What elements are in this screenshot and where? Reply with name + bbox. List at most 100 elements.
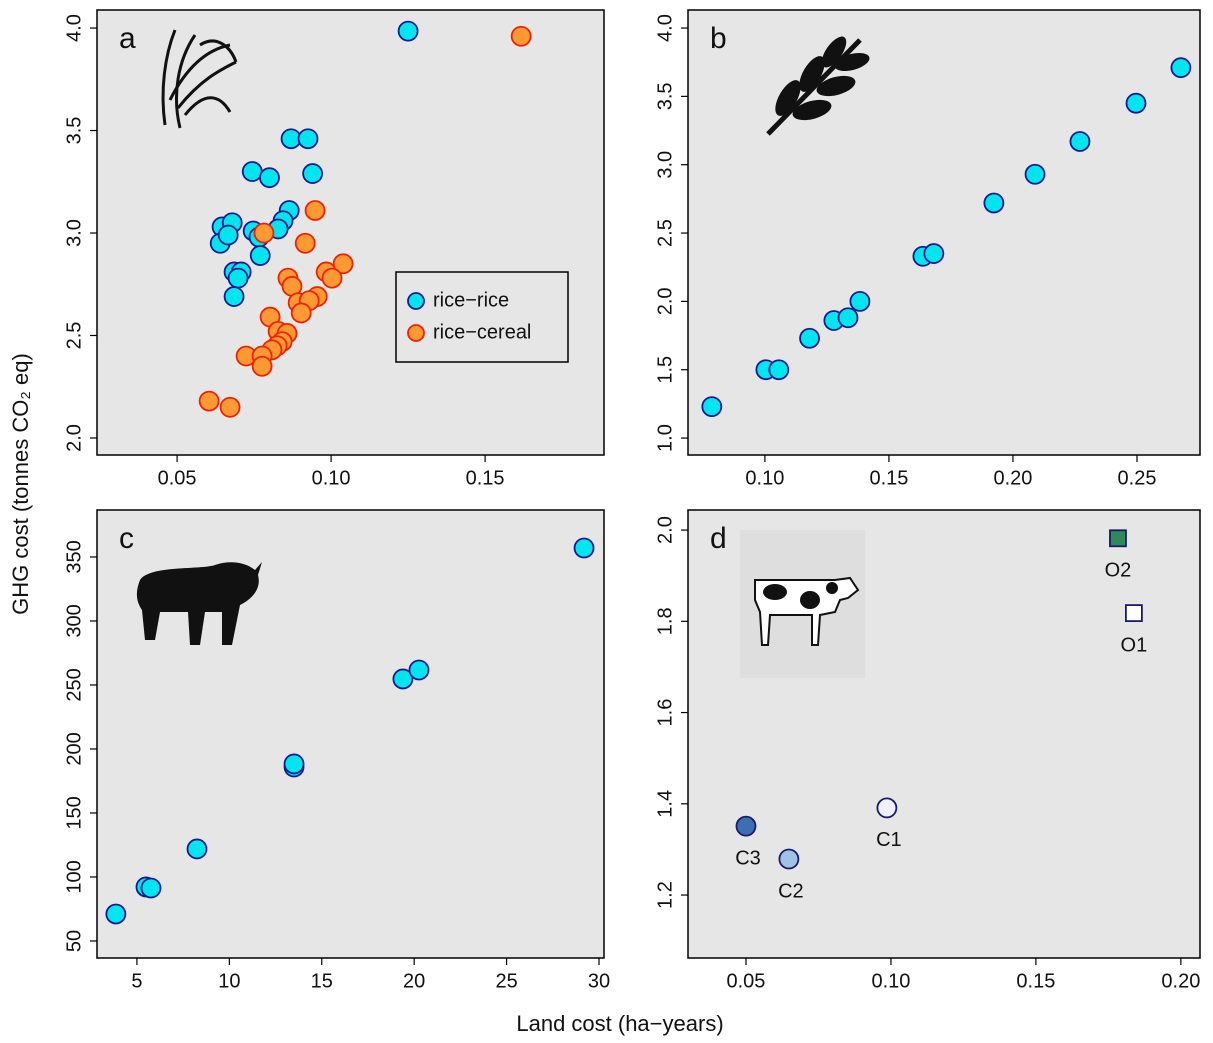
x-tick-label: 0.10 <box>312 467 351 489</box>
y-tick-label: 2.0 <box>63 424 85 452</box>
y-tick-label: 250 <box>63 668 85 701</box>
point <box>219 226 238 245</box>
y-tick-label: 1.8 <box>654 607 676 635</box>
point <box>323 269 342 288</box>
point <box>303 164 322 183</box>
x-tick-label: 0.05 <box>727 970 766 992</box>
x-axis-title: Land cost (ha−years) <box>516 1011 723 1036</box>
x-tick-label: 0.10 <box>745 467 784 489</box>
panel-letter: a <box>119 22 136 55</box>
y-tick-label: 2.0 <box>654 516 676 544</box>
x-tick-label: 0.10 <box>871 970 910 992</box>
legend-label: rice−cereal <box>433 321 531 343</box>
point <box>1171 58 1190 77</box>
plot-area <box>688 10 1200 455</box>
y-tick-label: 1.2 <box>654 881 676 909</box>
y-tick-label: 4.0 <box>654 14 676 42</box>
legend-box <box>396 272 568 362</box>
panels: a 0.05 0.10 0.15 2.0 2.5 3.0 3.5 4.0 rice−rice ric… <box>63 10 1200 992</box>
y-tick-label: 150 <box>63 796 85 829</box>
y-tick-label: 100 <box>63 860 85 893</box>
y-tick-label: 200 <box>63 732 85 765</box>
point-label: O2 <box>1105 560 1132 582</box>
y-tick-label: 4.0 <box>63 14 85 42</box>
y-tick-label: 2.5 <box>63 322 85 350</box>
x-tick-label: 25 <box>495 970 517 992</box>
y-tick-label: 3.5 <box>654 82 676 110</box>
point <box>1126 605 1142 621</box>
legend-marker <box>408 293 424 309</box>
point <box>225 287 244 306</box>
point <box>850 292 869 311</box>
x-tick-label: 0.20 <box>993 467 1032 489</box>
point <box>221 398 240 417</box>
point <box>251 246 270 265</box>
y-tick-label: 2.0 <box>654 287 676 315</box>
point <box>253 357 272 376</box>
point <box>1026 165 1045 184</box>
x-tick-label: 0.20 <box>1161 970 1200 992</box>
page: {"ylabel": "GHG cost (tonnes CO₂ eq)", "… <box>0 0 1213 1043</box>
y-tick-label: 50 <box>63 930 85 952</box>
point <box>984 193 1003 212</box>
y-tick-label: 1.0 <box>654 424 676 452</box>
y-tick-label: 300 <box>63 604 85 637</box>
point <box>292 303 311 322</box>
point <box>800 329 819 348</box>
point <box>839 308 858 327</box>
y-tick-label: 2.5 <box>654 219 676 247</box>
panel-letter: d <box>710 522 727 555</box>
y-tick-label: 350 <box>63 540 85 573</box>
x-tick-label: 5 <box>131 970 142 992</box>
x-tick-label: 10 <box>218 970 240 992</box>
point <box>187 839 206 858</box>
point <box>1070 132 1089 151</box>
x-tick-label: 20 <box>403 970 425 992</box>
point <box>702 397 721 416</box>
legend-marker <box>408 325 424 341</box>
point <box>285 754 304 773</box>
x-tick-label: 0.15 <box>1016 970 1055 992</box>
point <box>141 878 160 897</box>
x-tick-label: 0.15 <box>869 467 908 489</box>
point <box>1110 530 1126 546</box>
legend-label: rice−rice <box>433 289 509 311</box>
point-label: C1 <box>876 829 902 851</box>
panel-letter: c <box>119 522 134 555</box>
point <box>512 27 531 46</box>
point <box>877 798 896 817</box>
point <box>106 904 125 923</box>
x-tick-label: 15 <box>311 970 333 992</box>
y-tick-label: 1.6 <box>654 699 676 727</box>
point-label: O1 <box>1121 634 1148 656</box>
point <box>769 360 788 379</box>
point-label: C3 <box>735 847 761 869</box>
point <box>296 234 315 253</box>
y-tick-label: 3.0 <box>63 219 85 247</box>
y-tick-label: 3.5 <box>63 117 85 145</box>
y-tick-label: 1.4 <box>654 790 676 818</box>
x-tick-label: 0.15 <box>466 467 505 489</box>
point <box>779 850 798 869</box>
point <box>298 129 317 148</box>
figure: GHG cost (tonnes CO₂ eq) Land cost (ha−y… <box>0 0 1213 1043</box>
point <box>575 539 594 558</box>
point <box>243 162 262 181</box>
y-axis-title: GHG cost (tonnes CO₂ eq) <box>8 353 33 615</box>
point <box>260 168 279 187</box>
x-tick-label: 0.05 <box>158 467 197 489</box>
point <box>409 661 428 680</box>
point <box>254 224 273 243</box>
x-tick-label: 0.25 <box>1118 467 1157 489</box>
panel-letter: b <box>710 22 727 55</box>
y-tick-label: 3.0 <box>654 151 676 179</box>
point-label: C2 <box>778 880 804 902</box>
point <box>399 22 418 41</box>
point <box>306 201 325 220</box>
point <box>924 244 943 263</box>
point <box>736 817 755 836</box>
y-tick-label: 1.5 <box>654 356 676 384</box>
cow-icon <box>740 530 865 678</box>
x-tick-label: 30 <box>588 970 610 992</box>
point <box>200 392 219 411</box>
